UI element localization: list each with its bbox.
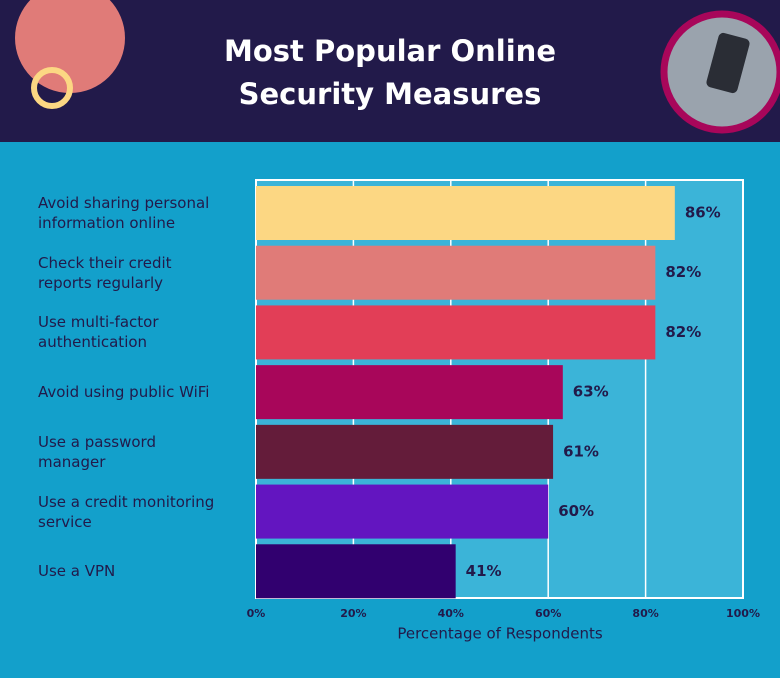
x-tick-label: 100% [726, 607, 760, 620]
bar [256, 365, 563, 420]
x-axis-title: Percentage of Respondents [397, 625, 603, 643]
x-tick-label: 20% [340, 607, 366, 620]
value-label: 86% [685, 204, 721, 222]
category-label: Use multi-factor authentication [38, 313, 159, 352]
x-tick-label: 60% [535, 607, 561, 620]
value-label: 61% [563, 442, 599, 460]
bar [256, 186, 675, 240]
value-label: 41% [466, 562, 502, 580]
header-band [0, 0, 780, 142]
category-label: Avoid sharing personal information onlin… [38, 194, 210, 232]
value-label: 82% [665, 323, 701, 341]
bar [256, 544, 456, 599]
category-label: Use a VPN [38, 562, 116, 581]
chart-title: Most Popular Online Security Measures [224, 34, 556, 111]
bar [256, 305, 656, 360]
phone-icon [706, 32, 750, 94]
bar [256, 424, 554, 479]
value-label: 60% [558, 502, 594, 520]
category-label: Check their credit reports regularly [38, 253, 172, 292]
x-tick-label: 0% [247, 607, 266, 620]
bar [256, 245, 656, 300]
x-tick-label: 40% [438, 607, 464, 620]
value-label: 82% [665, 263, 701, 281]
bar [256, 484, 549, 539]
decor-ring [31, 67, 73, 109]
category-label: Use a credit monitoring service [38, 492, 215, 531]
category-label: Avoid using public WiFi [38, 383, 210, 402]
x-tick-label: 80% [632, 607, 658, 620]
value-label: 63% [573, 383, 609, 401]
category-label: Use a password manager [38, 432, 156, 471]
